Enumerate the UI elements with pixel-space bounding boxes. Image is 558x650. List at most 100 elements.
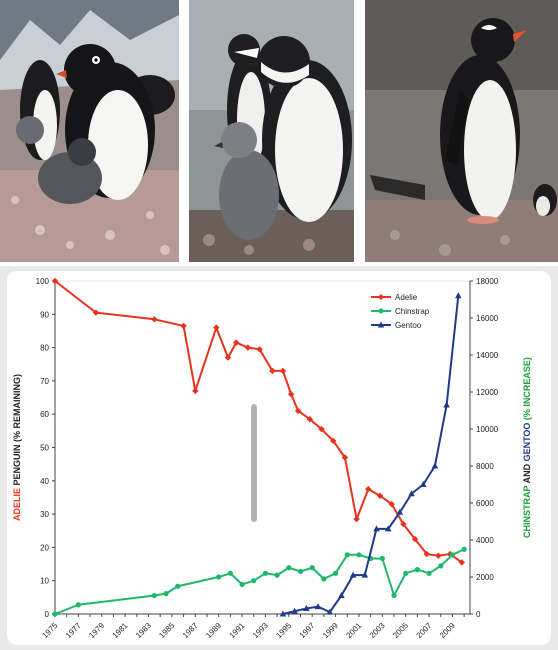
left-tick-label: 40: [40, 477, 49, 486]
left-tick-label: 60: [40, 410, 49, 419]
right-tick-label: 6000: [476, 499, 494, 508]
data-point-chinstrap: [262, 570, 269, 576]
data-point-adelie: [232, 339, 240, 346]
data-point-gentoo: [408, 490, 415, 497]
data-point-adelie: [279, 367, 287, 375]
data-point-gentoo: [455, 292, 462, 299]
legend-marker: [378, 308, 384, 314]
left-axis-title: ADELIE PENGUIN (% REMAINING): [12, 374, 22, 521]
data-point-chinstrap: [75, 602, 81, 608]
data-point-adelie: [287, 391, 295, 398]
axis-title-part: GENTOO: [522, 423, 532, 462]
data-point-gentoo: [291, 607, 298, 614]
data-point-chinstrap: [332, 570, 339, 576]
right-tick-label: 2000: [476, 573, 494, 582]
data-point-adelie: [294, 407, 302, 415]
chart-canvas: 0 10 20 30 40 50 60 70 80 90 100 0 2000 4000 6000 8000 1…: [0, 266, 558, 650]
data-point-gentoo: [361, 571, 369, 578]
data-point-gentoo: [326, 608, 334, 615]
data-point-adelie: [306, 415, 314, 423]
left-tick-label: 50: [40, 444, 49, 453]
data-point-chinstrap: [309, 565, 315, 571]
series-line-adelie: [54, 280, 463, 564]
data-point-chinstrap: [356, 552, 362, 558]
penguin-population-chart: 0 10 20 30 40 50 60 70 80 90 100 0 2000 4000 6000 8000 1…: [0, 266, 558, 650]
data-point-adelie: [318, 425, 325, 433]
data-point-chinstrap: [175, 583, 181, 589]
data-point-adelie: [180, 322, 187, 330]
data-point-adelie: [244, 344, 252, 351]
data-point-chinstrap: [216, 574, 222, 580]
legend-marker: [378, 294, 384, 300]
legend-label-chinstrap: Chinstrap: [395, 307, 430, 316]
data-point-gentoo: [349, 571, 357, 578]
data-point-adelie: [224, 354, 232, 361]
axis-title-part: (% INCREASE): [522, 357, 532, 423]
right-tick-label: 14000: [476, 351, 499, 360]
data-point-gentoo: [373, 525, 380, 532]
legend-label-adelie: Adelie: [395, 293, 418, 302]
data-point-adelie: [92, 309, 100, 316]
data-point-adelie: [269, 367, 276, 375]
data-point-chinstrap: [426, 570, 432, 576]
data-point-chinstrap: [239, 581, 245, 587]
left-tick-label: 80: [40, 344, 49, 353]
data-point-adelie: [256, 346, 263, 353]
data-point-chinstrap: [274, 572, 280, 578]
data-point-gentoo: [338, 592, 345, 598]
data-point-gentoo: [396, 508, 404, 515]
data-point-chinstrap: [449, 552, 456, 558]
data-point-adelie: [192, 387, 199, 395]
left-tick-label: 90: [40, 310, 49, 319]
left-tick-label: 70: [40, 377, 49, 386]
data-point-gentoo: [431, 462, 439, 469]
axis-title-part: PENGUIN (% REMAINING): [12, 374, 22, 488]
axis-title-part: CHINSTRAP: [522, 485, 532, 537]
data-point-adelie: [341, 454, 349, 461]
data-point-adelie: [151, 316, 158, 323]
right-tick-label: 16000: [476, 314, 499, 323]
photo-gentoo-penguin: [365, 0, 558, 262]
data-point-chinstrap: [227, 570, 233, 576]
data-point-chinstrap: [461, 546, 467, 552]
data-point-gentoo: [384, 525, 392, 532]
photo-adelie-penguin: [0, 0, 179, 262]
data-point-chinstrap: [297, 568, 304, 575]
right-tick-label: 10000: [476, 425, 499, 434]
data-point-chinstrap: [438, 563, 444, 569]
axis-title-part: AND: [522, 461, 532, 485]
right-tick-label: 0: [476, 610, 481, 619]
legend-label-gentoo: Gentoo: [395, 321, 422, 330]
right-tick-label: 8000: [476, 462, 494, 471]
data-point-chinstrap: [391, 592, 397, 599]
data-point-gentoo: [279, 610, 287, 617]
left-tick-label: 0: [45, 610, 50, 619]
left-tick-label: 20: [40, 543, 49, 552]
left-tick-label: 30: [40, 510, 49, 519]
right-axis-title: CHINSTRAP AND GENTOO (% INCREASE): [522, 357, 532, 538]
data-point-adelie: [213, 324, 220, 331]
data-point-chinstrap: [344, 552, 350, 558]
left-tick-label: 10: [40, 577, 49, 586]
series-line-gentoo: [282, 295, 460, 615]
data-point-chinstrap: [414, 567, 420, 573]
data-point-gentoo: [419, 481, 427, 487]
data-point-adelie: [365, 485, 372, 493]
axis-title-part: ADELIE: [12, 488, 22, 521]
data-point-chinstrap: [163, 591, 169, 597]
data-point-chinstrap: [251, 578, 257, 584]
data-point-chinstrap: [403, 570, 409, 576]
annotation-blur-mark: [251, 404, 257, 522]
right-tick-label: 18000: [476, 277, 499, 286]
right-tick-label: 12000: [476, 388, 499, 397]
right-tick-label: 4000: [476, 536, 494, 545]
data-point-gentoo: [443, 401, 450, 408]
photo-chinstrap-penguin: [189, 0, 354, 262]
left-tick-label: 100: [36, 277, 50, 286]
data-point-adelie: [51, 277, 59, 285]
data-point-adelie: [435, 552, 442, 559]
data-point-chinstrap: [286, 565, 292, 571]
data-point-adelie: [388, 500, 395, 508]
data-point-adelie: [458, 559, 466, 566]
data-point-chinstrap: [321, 576, 327, 582]
